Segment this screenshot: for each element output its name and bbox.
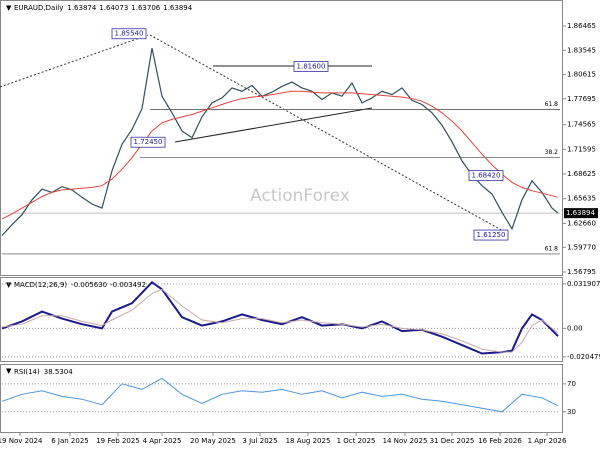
series-line [1,288,559,353]
pivot-label: 1.72450 [134,138,163,146]
fib-label: 61.8 [545,101,559,108]
x-tick-label: 4 Apr 2025 [143,437,182,445]
pivot-label: 1.81600 [297,62,326,70]
ohlc-value: 1.63706 [131,4,160,12]
x-tick-label: 6 Jan 2025 [51,437,89,445]
pivot-box [468,170,504,182]
y-tick-label: 1.77695 [567,95,596,103]
x-tick-label: 31 Dec 2025 [430,437,475,445]
ohlc-value: 1.64073 [99,4,128,12]
series-line [1,280,559,355]
y-tick-label: 1.71595 [567,145,596,153]
pivot-label: 1.68420 [472,172,501,180]
y-tick-label: 1.80615 [567,71,596,79]
y-tick-label: 1.59770 [567,243,596,251]
pivot-box [293,60,329,72]
y-tick-label: 1.65635 [567,195,596,203]
menu-arrow: ▼ [6,281,12,289]
menu-arrow: ▼ [6,4,12,12]
x-tick-label: 1 Oct 2025 [337,437,376,445]
y-tick-label: 0.031907 [567,280,600,288]
ohlc-value: 1.63874 [67,4,96,12]
x-tick-label: 19 Nov 2024 [0,437,43,445]
series-line [1,90,559,220]
x-tick-label: 3 Jul 2025 [242,437,277,445]
series-line [1,48,559,236]
y-tick-label: 1.68625 [567,170,596,178]
x-tick-label: 1 Apr 2026 [528,437,567,445]
panel-title: MACD(12,26,9) [14,281,67,289]
pivot-box [473,229,509,241]
pivot-label: 1.85540 [115,30,144,38]
menu-arrow: ▼ [6,367,12,375]
last-price-tag [564,208,598,219]
y-tick-label: -0.020479 [567,353,600,361]
x-tick-label: 16 Feb 2026 [478,437,522,445]
y-tick-label: 1.56795 [567,268,596,276]
readout-value: -0.003492 [110,281,146,289]
fib-label: 61.8 [545,245,559,252]
channel-line [174,107,373,143]
x-tick-label: 18 Aug 2025 [286,437,331,445]
y-tick-label: 70 [567,380,576,388]
main-frame [0,0,563,276]
pivot-box [130,136,166,148]
x-tick-label: 20 May 2025 [190,437,236,445]
rsi-frame [0,364,563,433]
y-tick-label: 1.83545 [567,46,596,54]
y-tick-label: 30 [567,408,576,416]
pivot-box [111,28,147,40]
macd-frame [0,277,563,362]
trendline [0,34,149,88]
ohlc-value: 1.63894 [163,4,192,12]
last-price-label: 1.63894 [566,209,595,217]
panel-title: RSI(14) [14,368,40,376]
panel-title: EURAUD,Daily [14,4,63,12]
x-tick-label: 19 Feb 2025 [96,437,140,445]
readout-value: 38.5304 [44,368,73,376]
x-tick-label: 14 Nov 2025 [383,437,428,445]
y-tick-label: 1.86465 [567,22,596,30]
watermark: ActionForex [250,186,350,206]
pivot-label: 1.61250 [477,231,506,239]
fib-label: 38.2 [545,149,559,156]
y-tick-label: 1.62660 [567,219,596,227]
readout-value: -0.005630 [71,281,107,289]
y-tick-label: 0.00 [567,324,583,332]
series-line [1,377,559,413]
y-tick-label: 1.74565 [567,121,596,129]
